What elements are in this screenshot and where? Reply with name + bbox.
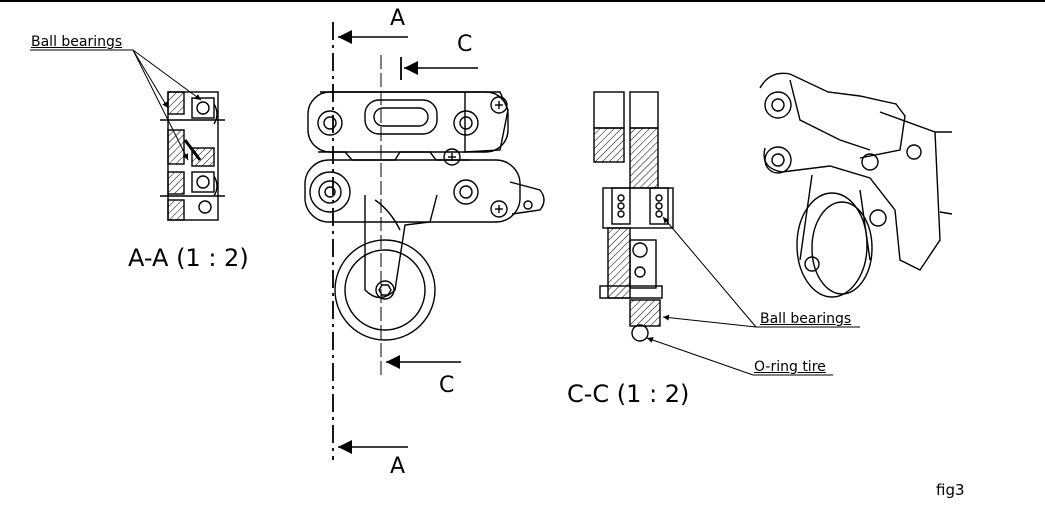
cut-label-c-bottom: C	[439, 373, 455, 398]
leader-lines	[30, 49, 860, 376]
o-ring-tire-callout: O-ring tire	[754, 359, 826, 375]
cut-line-a	[332, 22, 408, 460]
section-aa-caption: A-A (1 : 2)	[128, 244, 249, 272]
ball-bearings-callout-right: Ball bearings	[760, 311, 852, 327]
section-cc-caption: C-C (1 : 2)	[567, 380, 690, 408]
cut-line-c	[380, 55, 478, 378]
cut-label-a-top: A	[390, 6, 406, 31]
cut-label-c-top: C	[457, 32, 473, 57]
ball-bearings-callout-left: Ball bearings	[31, 34, 123, 50]
section-aa-view	[160, 91, 225, 221]
cut-label-a-bottom: A	[390, 454, 406, 479]
front-view-assembly	[304, 91, 545, 341]
figure-number: fig3	[936, 481, 965, 499]
section-cc-view	[593, 91, 674, 342]
isometric-view	[759, 72, 953, 298]
